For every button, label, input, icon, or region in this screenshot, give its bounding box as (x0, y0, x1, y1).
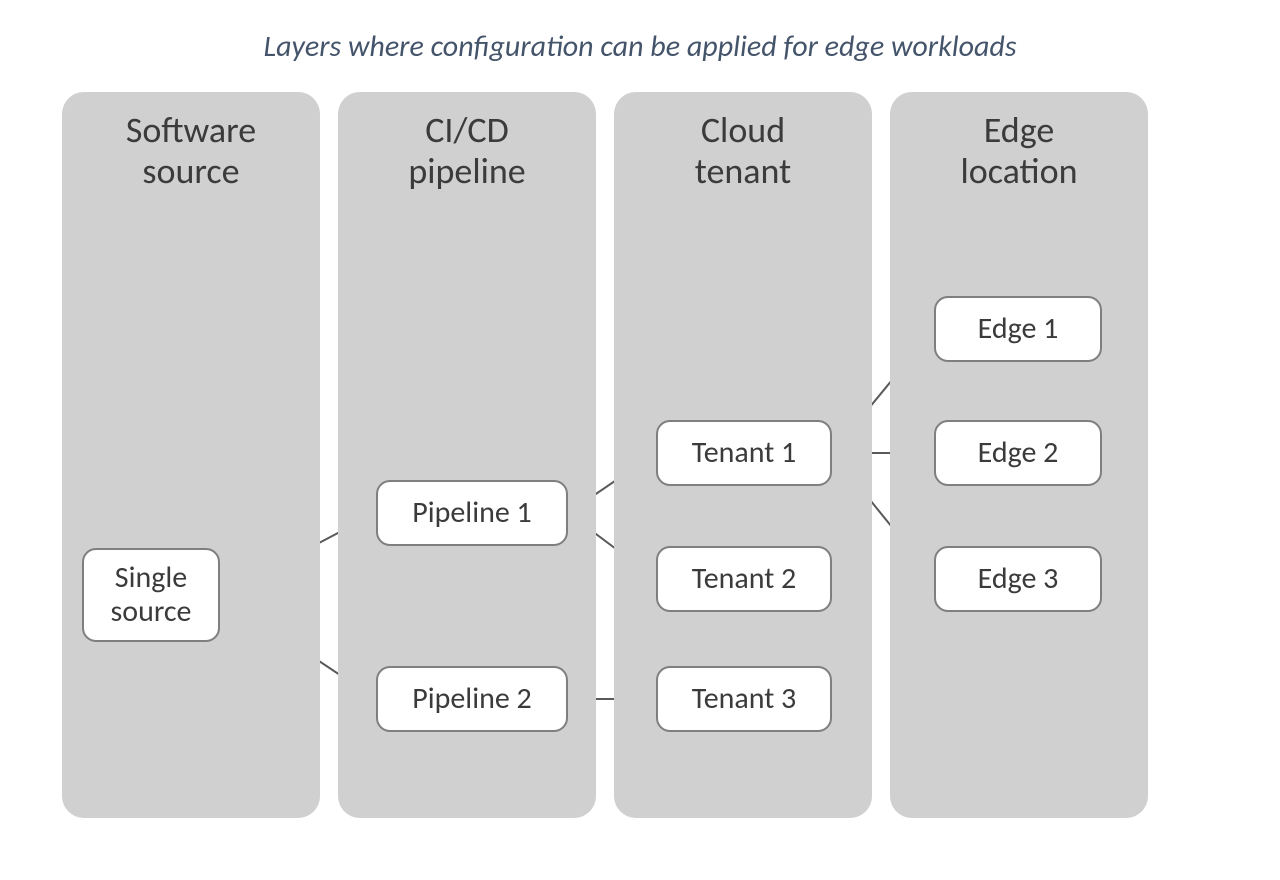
column-col-source: Software source (62, 92, 320, 818)
diagram-title: Layers where configuration can be applie… (0, 28, 1280, 65)
diagram-stage: Layers where configuration can be applie… (0, 0, 1280, 880)
node-edge-2: Edge 2 (934, 420, 1102, 486)
column-header: CI/CD pipeline (338, 110, 596, 193)
column-header: Cloud tenant (614, 110, 872, 193)
node-tenant-1: Tenant 1 (656, 420, 832, 486)
node-tenant-2: Tenant 2 (656, 546, 832, 612)
node-edge-3: Edge 3 (934, 546, 1102, 612)
node-pipeline-2: Pipeline 2 (376, 666, 568, 732)
column-header: Software source (62, 110, 320, 193)
node-pipeline-1: Pipeline 1 (376, 480, 568, 546)
node-tenant-3: Tenant 3 (656, 666, 832, 732)
node-edge-1: Edge 1 (934, 296, 1102, 362)
column-header: Edge location (890, 110, 1148, 193)
node-single-source: Single source (82, 548, 220, 642)
